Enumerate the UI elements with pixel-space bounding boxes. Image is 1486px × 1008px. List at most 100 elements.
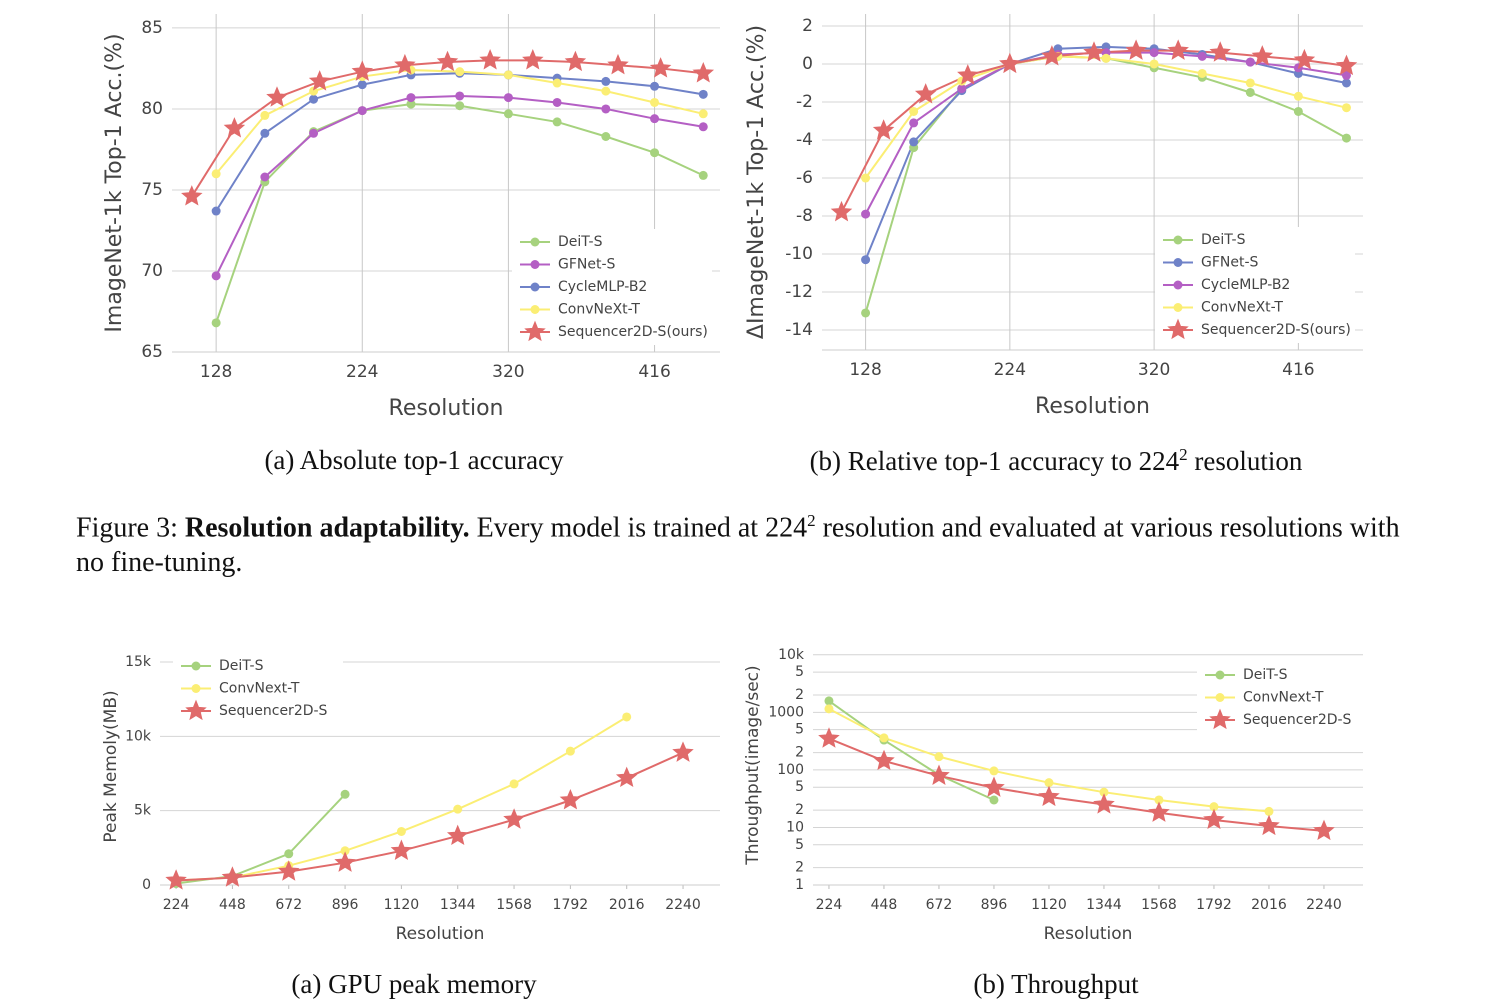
y-tick-label: 2 — [795, 860, 804, 876]
y-tick-label: 70 — [141, 261, 163, 281]
circle-marker — [1264, 806, 1274, 816]
star-marker — [1209, 708, 1231, 730]
y-axis-label: ImageNet-1k Top-1 Acc.(%) — [102, 33, 127, 332]
circle-marker — [309, 94, 319, 104]
circle-marker — [1197, 68, 1207, 78]
circle-marker — [503, 109, 513, 119]
star-marker — [1313, 819, 1335, 841]
star-marker — [1293, 48, 1316, 70]
series-line — [864, 51, 1347, 215]
circle-marker — [260, 128, 270, 138]
legend-label: ConvNext-T — [219, 681, 300, 697]
x-tick-label: 128 — [200, 362, 232, 382]
superscript: 2 — [807, 511, 816, 530]
star-marker — [1093, 793, 1115, 814]
star-marker — [436, 50, 459, 72]
circle-marker — [989, 795, 999, 805]
x-tick-label: 2016 — [609, 897, 645, 913]
x-tick-label: 224 — [994, 360, 1026, 380]
circle-marker — [340, 789, 350, 799]
circle-marker — [1341, 78, 1351, 88]
x-tick-label: 224 — [163, 897, 190, 913]
star-marker — [615, 766, 638, 788]
circle-marker — [601, 76, 611, 86]
circle-marker — [1245, 78, 1255, 88]
y-tick-label: 100 — [777, 762, 804, 778]
y-tick-label: 80 — [141, 99, 163, 119]
x-tick-label: 2016 — [1251, 897, 1287, 913]
circle-marker — [861, 308, 871, 318]
star-marker — [221, 866, 244, 887]
y-tick-label: 2 — [795, 802, 804, 818]
circle-marker — [211, 271, 221, 281]
x-tick-label: 448 — [219, 897, 246, 913]
y-tick-label: -12 — [785, 282, 813, 302]
star-marker — [1335, 54, 1358, 76]
legend-label: ConvNeXt-T — [558, 302, 640, 318]
y-tick-label: 2 — [795, 745, 804, 761]
series-line — [176, 716, 628, 882]
legend-label: Sequencer2D-S(ours) — [558, 324, 708, 340]
y-tick-label: 10k — [778, 647, 805, 663]
legend-label: Sequencer2D-S — [1243, 712, 1352, 728]
y-axis-label: Peak Memoly(MB) — [101, 690, 121, 842]
legend-label: ConvNext-T — [1243, 690, 1324, 706]
star-marker — [394, 53, 416, 75]
legend-label: DeiT-S — [1243, 667, 1288, 683]
circle-marker — [1149, 48, 1159, 58]
y-tick-label: -2 — [796, 92, 813, 112]
x-tick-label: 1568 — [1141, 897, 1177, 913]
x-tick-label: 320 — [492, 362, 524, 382]
y-tick-label: 5k — [134, 803, 152, 819]
legend-label: Sequencer2D-S — [219, 703, 328, 719]
star-marker — [446, 824, 469, 846]
y-tick-label: 0 — [142, 877, 151, 893]
circle-marker — [406, 99, 416, 109]
y-tick-label: -14 — [785, 320, 813, 340]
circle-marker — [1154, 795, 1164, 805]
caption-bold: Resolution adaptability. — [184, 512, 470, 544]
x-tick-label: 128 — [849, 360, 881, 380]
superscript: 2 — [1179, 445, 1188, 464]
y-tick-label: 5 — [795, 779, 804, 795]
y-tick-label: -10 — [785, 244, 813, 264]
y-tick-label: 1000 — [768, 704, 804, 720]
circle-marker — [211, 206, 221, 216]
circle-marker — [909, 118, 919, 128]
legend-label: ConvNeXt-T — [1201, 300, 1283, 316]
star-marker — [692, 61, 715, 83]
x-axis-label: Resolution — [1035, 394, 1150, 419]
circle-marker — [601, 104, 611, 114]
circle-marker — [861, 173, 871, 183]
circle-marker — [503, 93, 513, 103]
star-marker — [999, 52, 1021, 74]
circle-marker — [1293, 106, 1303, 116]
star-marker — [1041, 45, 1063, 66]
circle-marker — [1044, 778, 1054, 788]
circle-marker — [530, 282, 540, 292]
circle-marker — [1173, 235, 1183, 245]
subcaption-text: (b) Relative top-1 accuracy to 224 — [809, 446, 1180, 476]
circle-marker — [1197, 51, 1207, 61]
star-marker — [503, 808, 525, 829]
circle-marker — [260, 110, 270, 120]
circle-marker — [1245, 57, 1255, 67]
y-tick-label: 75 — [141, 180, 163, 200]
circle-marker — [879, 733, 889, 743]
circle-marker — [530, 237, 540, 247]
y-axis-label: ΔImageNet-1k Top-1 Acc.(%) — [744, 25, 769, 339]
x-tick-label: 1120 — [384, 897, 420, 913]
x-tick-label: 224 — [346, 362, 378, 382]
circle-marker — [622, 712, 632, 722]
star-marker — [334, 851, 356, 872]
circle-marker — [509, 779, 519, 789]
x-tick-label: 224 — [816, 897, 843, 913]
star-marker — [830, 200, 853, 222]
circle-marker — [565, 746, 575, 756]
y-tick-label: -8 — [796, 206, 813, 226]
star-marker — [1038, 785, 1060, 807]
circle-marker — [601, 131, 611, 141]
circle-marker — [340, 846, 350, 856]
subcaption-text: resolution — [1194, 446, 1303, 476]
